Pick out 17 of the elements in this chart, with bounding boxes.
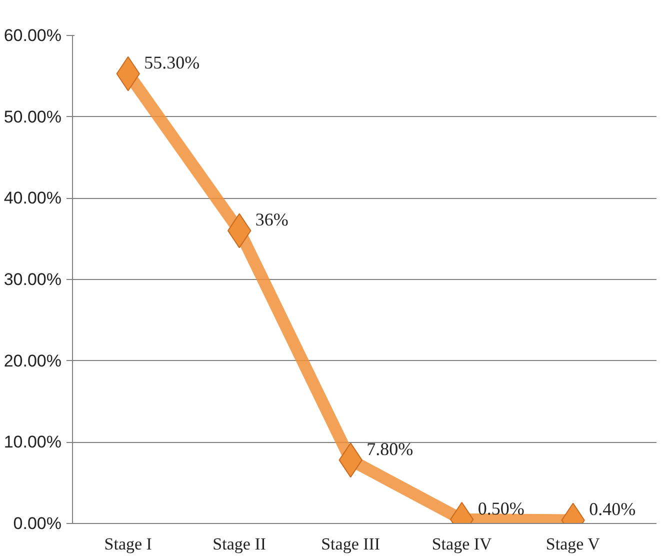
data-label: 0.50%: [478, 498, 524, 518]
x-tick-label: Stage IV: [432, 534, 493, 554]
data-label: 0.40%: [589, 499, 636, 520]
x-tick-label: Stage II: [212, 534, 266, 554]
data-label: 55.30%: [144, 52, 200, 73]
x-tick-label: Stage V: [546, 534, 601, 554]
y-tick-label: 20.00%: [4, 351, 62, 370]
y-tick-label: 60.00%: [4, 26, 62, 45]
y-tick-label: 0.00%: [13, 514, 62, 533]
x-tick-label: Stage III: [321, 534, 380, 554]
y-tick-label: 10.00%: [4, 432, 62, 452]
x-tick-label: Stage I: [104, 534, 152, 554]
y-tick-label: 50.00%: [4, 107, 62, 126]
data-label: 7.80%: [366, 439, 414, 460]
y-tick-label: 40.00%: [4, 188, 62, 208]
y-tick-label: 30.00%: [4, 270, 62, 289]
data-label: 36%: [255, 210, 288, 230]
